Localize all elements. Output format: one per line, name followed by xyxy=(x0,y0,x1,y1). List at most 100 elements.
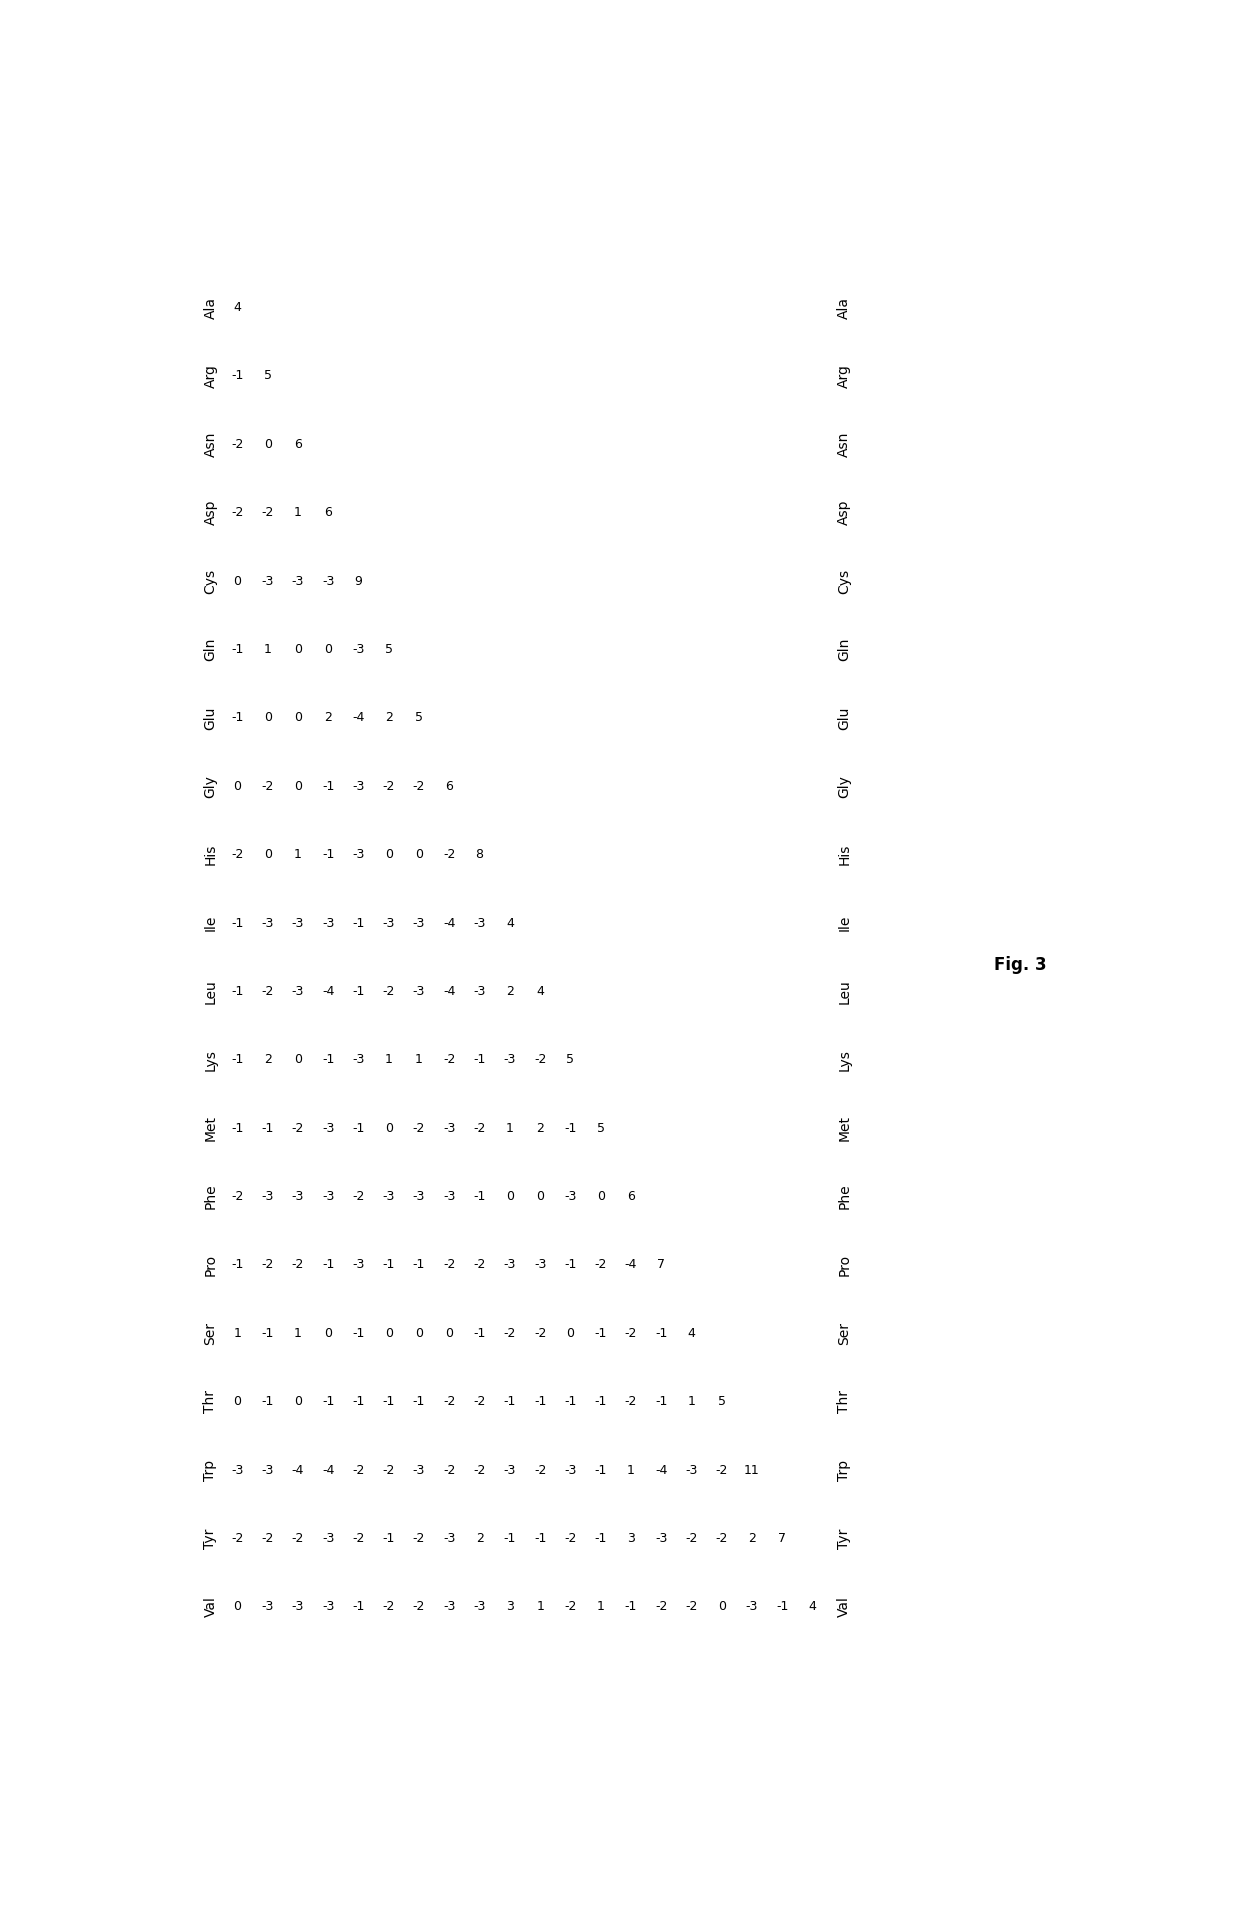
Text: -2: -2 xyxy=(291,1259,304,1272)
Text: -3: -3 xyxy=(262,1190,274,1203)
Text: -2: -2 xyxy=(383,779,396,793)
Text: 0: 0 xyxy=(415,1327,423,1339)
Text: -4: -4 xyxy=(322,986,335,997)
Text: Trp: Trp xyxy=(837,1459,852,1480)
Text: -2: -2 xyxy=(262,1532,274,1545)
Text: -3: -3 xyxy=(291,917,304,930)
Text: 1: 1 xyxy=(536,1601,544,1614)
Text: -4: -4 xyxy=(655,1463,667,1476)
Text: -2: -2 xyxy=(625,1394,637,1408)
Text: -3: -3 xyxy=(503,1463,516,1476)
Text: Asn: Asn xyxy=(203,432,217,456)
Text: -2: -2 xyxy=(474,1463,486,1476)
Text: 0: 0 xyxy=(536,1190,544,1203)
Text: Ile: Ile xyxy=(837,915,852,932)
Text: -2: -2 xyxy=(443,1259,455,1272)
Text: -3: -3 xyxy=(322,575,335,588)
Text: 5: 5 xyxy=(264,369,272,382)
Text: -3: -3 xyxy=(564,1190,577,1203)
Text: -3: -3 xyxy=(413,1190,425,1203)
Text: 0: 0 xyxy=(294,644,303,655)
Text: -2: -2 xyxy=(352,1463,365,1476)
Text: -3: -3 xyxy=(352,1052,365,1066)
Text: -1: -1 xyxy=(655,1327,667,1339)
Text: -3: -3 xyxy=(413,917,425,930)
Text: -3: -3 xyxy=(322,917,335,930)
Text: -3: -3 xyxy=(413,1463,425,1476)
Text: -3: -3 xyxy=(474,986,486,997)
Text: 2: 2 xyxy=(506,986,513,997)
Text: -2: -2 xyxy=(413,1601,425,1614)
Text: -1: -1 xyxy=(383,1259,396,1272)
Text: -4: -4 xyxy=(443,986,455,997)
Text: 0: 0 xyxy=(384,1327,393,1339)
Text: 1: 1 xyxy=(384,1052,393,1066)
Text: -2: -2 xyxy=(262,506,274,520)
Text: -1: -1 xyxy=(352,1327,365,1339)
Text: 3: 3 xyxy=(506,1601,513,1614)
Text: -2: -2 xyxy=(443,1463,455,1476)
Text: 0: 0 xyxy=(567,1327,574,1339)
Text: 0: 0 xyxy=(294,1052,303,1066)
Text: -2: -2 xyxy=(291,1121,304,1135)
Text: -2: -2 xyxy=(291,1532,304,1545)
Text: -3: -3 xyxy=(262,917,274,930)
Text: -3: -3 xyxy=(322,1121,335,1135)
Text: 0: 0 xyxy=(233,779,242,793)
Text: 11: 11 xyxy=(744,1463,760,1476)
Text: 2: 2 xyxy=(384,711,393,724)
Text: -1: -1 xyxy=(231,644,243,655)
Text: -1: -1 xyxy=(262,1394,274,1408)
Text: 5: 5 xyxy=(384,644,393,655)
Text: -2: -2 xyxy=(262,1259,274,1272)
Text: Glu: Glu xyxy=(203,707,217,730)
Text: -1: -1 xyxy=(262,1327,274,1339)
Text: 0: 0 xyxy=(294,779,303,793)
Text: -3: -3 xyxy=(352,848,365,861)
Text: Cys: Cys xyxy=(203,569,217,594)
Text: -2: -2 xyxy=(413,1532,425,1545)
Text: -1: -1 xyxy=(534,1394,547,1408)
Text: -3: -3 xyxy=(383,917,396,930)
Text: Leu: Leu xyxy=(203,980,217,1005)
Text: -1: -1 xyxy=(534,1532,547,1545)
Text: -2: -2 xyxy=(443,848,455,861)
Text: Tyr: Tyr xyxy=(837,1528,852,1549)
Text: Phe: Phe xyxy=(203,1184,217,1209)
Text: -2: -2 xyxy=(715,1532,728,1545)
Text: -2: -2 xyxy=(474,1394,486,1408)
Text: -2: -2 xyxy=(383,1601,396,1614)
Text: Pro: Pro xyxy=(837,1253,852,1276)
Text: -1: -1 xyxy=(231,711,243,724)
Text: -2: -2 xyxy=(443,1394,455,1408)
Text: -1: -1 xyxy=(625,1601,637,1614)
Text: 9: 9 xyxy=(355,575,362,588)
Text: 6: 6 xyxy=(325,506,332,520)
Text: Gln: Gln xyxy=(837,638,852,661)
Text: -3: -3 xyxy=(262,575,274,588)
Text: -3: -3 xyxy=(503,1052,516,1066)
Text: -3: -3 xyxy=(262,1601,274,1614)
Text: -2: -2 xyxy=(413,1121,425,1135)
Text: -2: -2 xyxy=(594,1259,606,1272)
Text: Fig. 3: Fig. 3 xyxy=(993,955,1047,974)
Text: 0: 0 xyxy=(264,711,272,724)
Text: 1: 1 xyxy=(627,1463,635,1476)
Text: 4: 4 xyxy=(536,986,544,997)
Text: 4: 4 xyxy=(233,302,242,313)
Text: 2: 2 xyxy=(264,1052,272,1066)
Text: -3: -3 xyxy=(686,1463,698,1476)
Text: 0: 0 xyxy=(233,575,242,588)
Text: 5: 5 xyxy=(415,711,423,724)
Text: -2: -2 xyxy=(352,1190,365,1203)
Text: -2: -2 xyxy=(715,1463,728,1476)
Text: -4: -4 xyxy=(625,1259,637,1272)
Text: -2: -2 xyxy=(534,1327,547,1339)
Text: 2: 2 xyxy=(536,1121,544,1135)
Text: -3: -3 xyxy=(352,1259,365,1272)
Text: 3: 3 xyxy=(627,1532,635,1545)
Text: -2: -2 xyxy=(503,1327,516,1339)
Text: -2: -2 xyxy=(352,1532,365,1545)
Text: -2: -2 xyxy=(564,1532,577,1545)
Text: -3: -3 xyxy=(503,1259,516,1272)
